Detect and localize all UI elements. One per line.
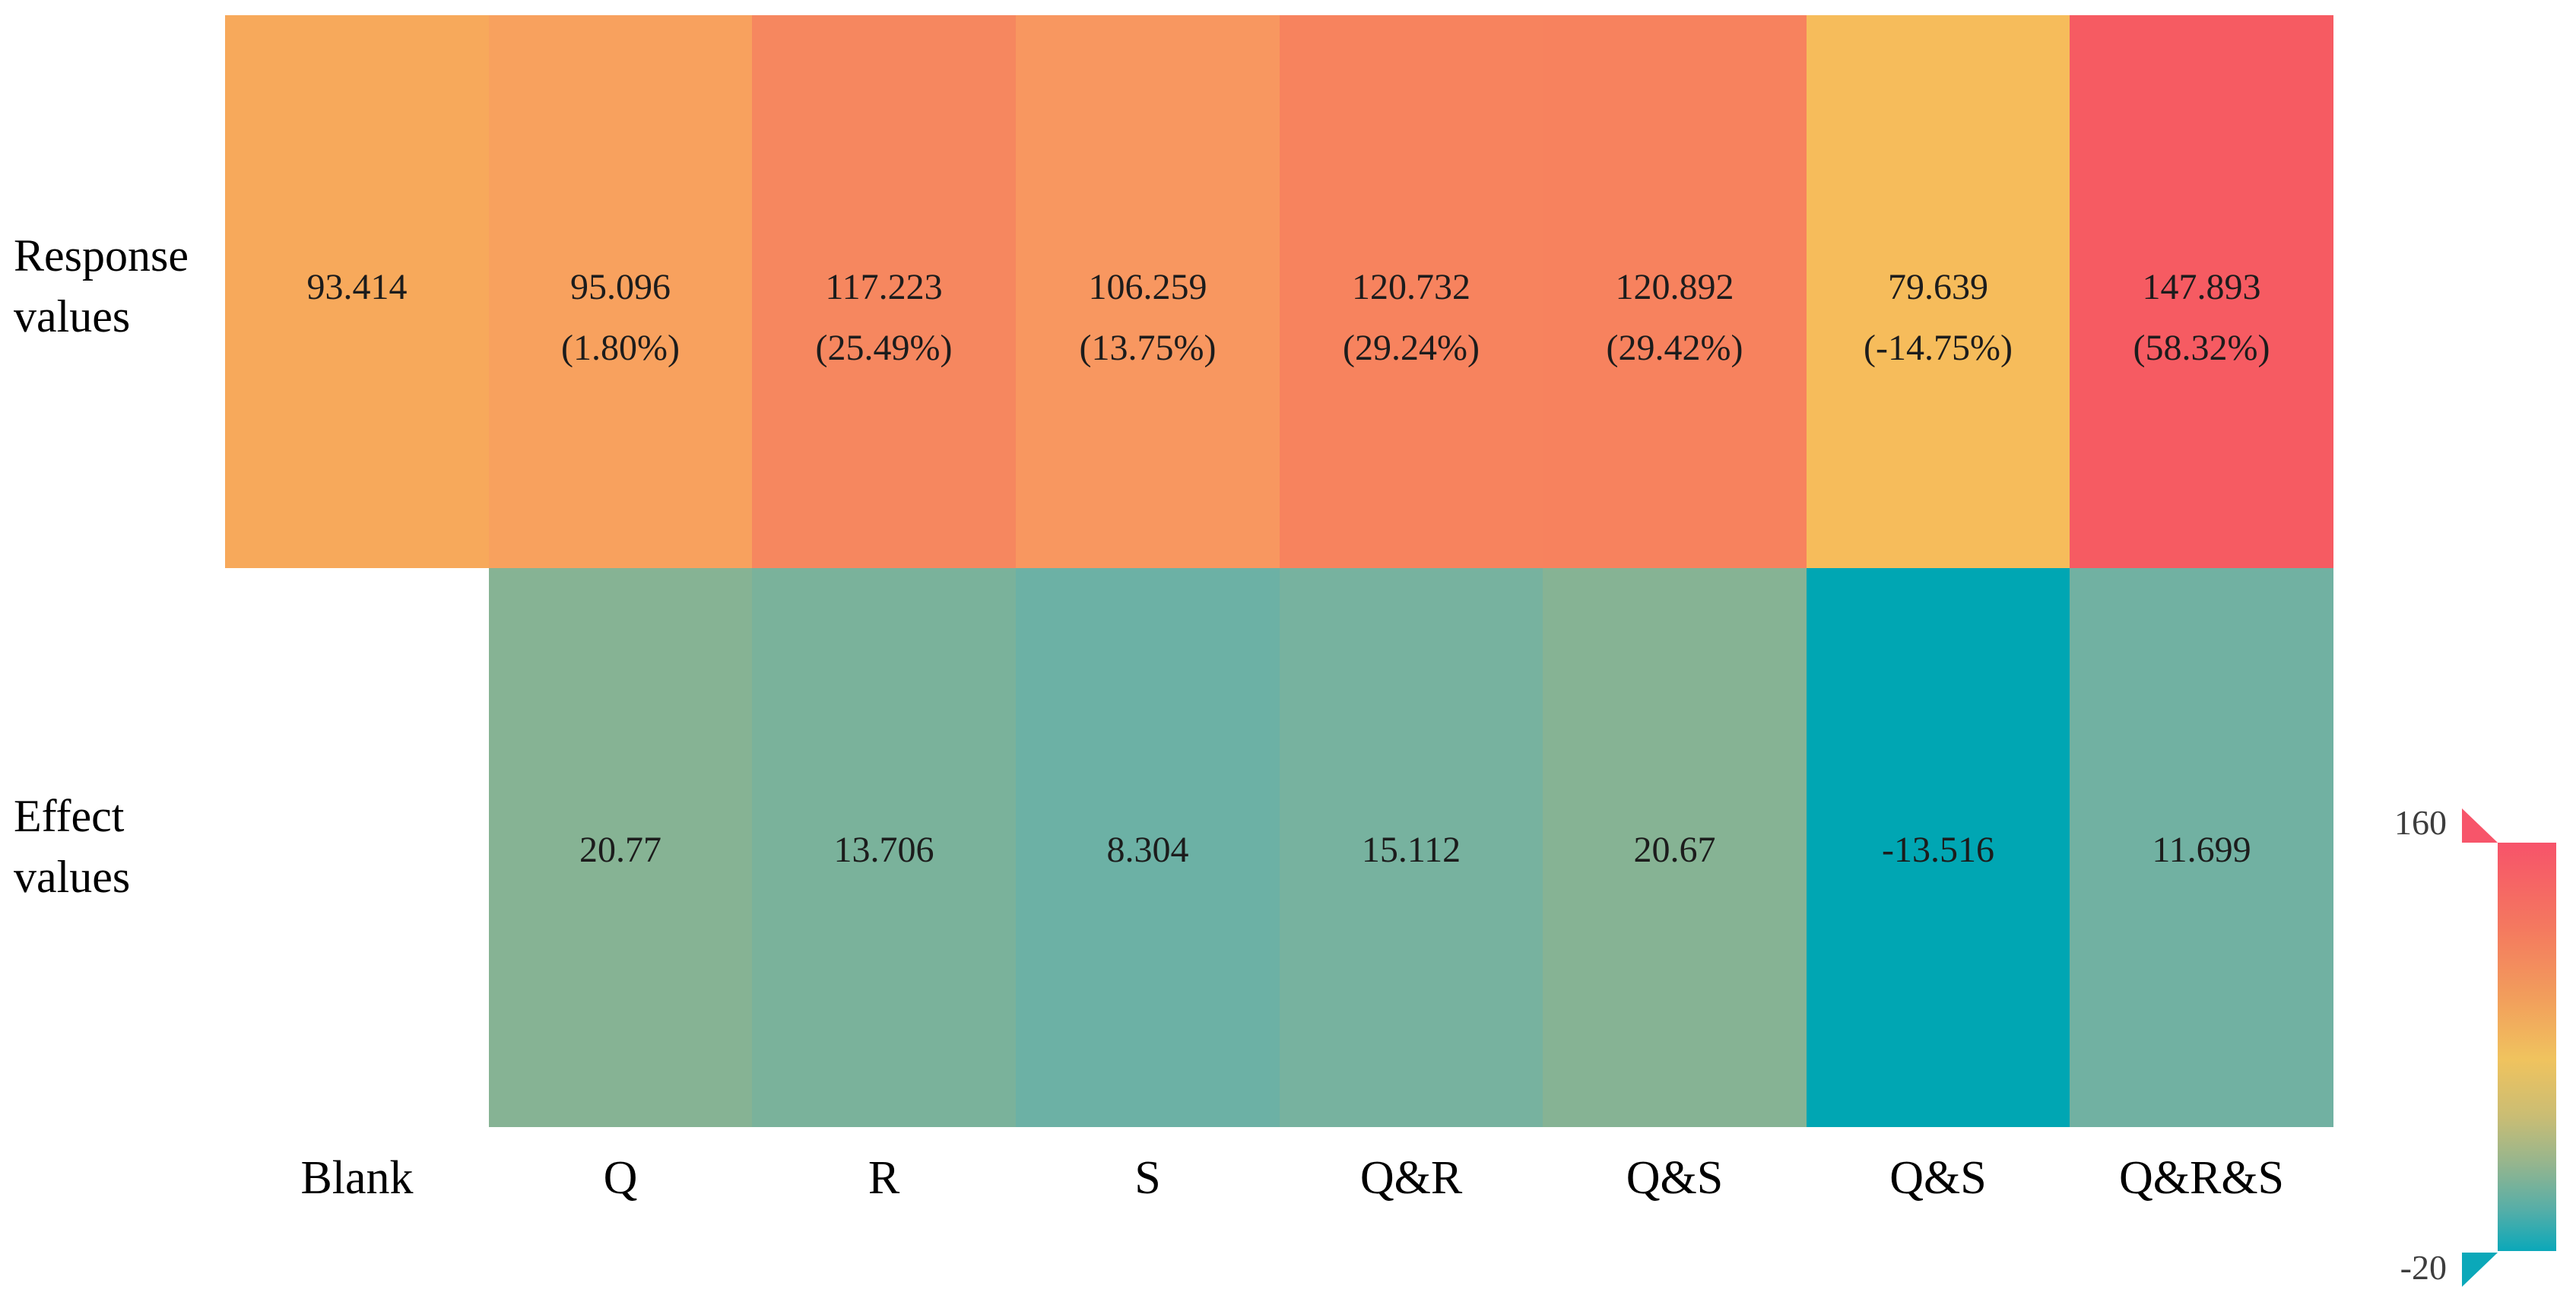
heatmap-cell-effect-4: 15.112 (1280, 568, 1543, 1127)
heatmap-cell-response-4: 120.732 (29.24%) (1280, 15, 1543, 568)
column-label-qands: Q&S (1889, 1152, 1987, 1204)
row-label-effect-values: Effect values (14, 786, 234, 907)
cell-value: 20.77 (579, 830, 661, 870)
column-label-qands: Q&S (1626, 1152, 1724, 1204)
row-label-response-values: Response values (14, 225, 234, 347)
column-label-blank: Blank (300, 1152, 414, 1204)
cell-percent: (29.24%) (1343, 328, 1480, 368)
cell-value: 117.223 (825, 267, 943, 307)
row-label-line: Response (14, 230, 189, 281)
column-label-r: R (868, 1152, 900, 1204)
cell-value: 120.732 (1352, 267, 1470, 307)
colorbar-max-label: 160 (2394, 803, 2447, 842)
cell-value: 11.699 (2152, 830, 2251, 870)
colorbar-gradient (2498, 843, 2556, 1251)
colorbar-max-marker (2462, 808, 2498, 843)
row-label-line: values (14, 291, 131, 341)
cell-value: 93.414 (306, 267, 408, 307)
cell-value: 15.112 (1361, 830, 1461, 870)
cell-value: 79.639 (1888, 267, 1988, 307)
cell-percent: (29.42%) (1606, 328, 1743, 368)
row-label-line: Effect (14, 791, 125, 841)
cell-percent: (1.80%) (561, 328, 680, 368)
heatmap-cell-response-6: 79.639 (-14.75%) (1807, 15, 2070, 568)
row-label-line: values (14, 852, 131, 902)
cell-percent: (25.49%) (815, 328, 953, 368)
heatmap-cell-effect-1: 20.77 (489, 568, 752, 1127)
heatmap-cell-response-7: 147.893 (58.32%) (2070, 15, 2333, 568)
colorbar-min-label: -20 (2400, 1248, 2447, 1287)
colorbar-min-marker (2462, 1253, 2498, 1287)
heatmap-cell-effect-2: 13.706 (752, 568, 1016, 1127)
heatmap-cell-response-5: 120.892 (29.42%) (1543, 15, 1807, 568)
cell-value: 13.706 (833, 830, 934, 870)
cell-percent: (13.75%) (1079, 328, 1217, 368)
heatmap-cell-effect-3: 8.304 (1016, 568, 1280, 1127)
cell-value: 106.259 (1088, 267, 1207, 307)
heatmap-cell-effect-5: 20.67 (1543, 568, 1807, 1127)
column-label-q: Q (603, 1152, 638, 1204)
heatmap-cell-response-3: 106.259 (13.75%) (1016, 15, 1280, 568)
cell-value: 147.893 (2142, 267, 2261, 307)
heatmap-cell-response-2: 117.223 (25.49%) (752, 15, 1016, 568)
cell-value: 8.304 (1106, 830, 1189, 870)
cell-value: -13.516 (1882, 830, 1994, 870)
column-label-qandrands: Q&R&S (2118, 1152, 2285, 1204)
column-label-s: S (1134, 1152, 1161, 1204)
cell-value: 95.096 (570, 267, 671, 307)
heatmap-cell-effect-6: -13.516 (1807, 568, 2070, 1127)
cell-percent: (58.32%) (2133, 328, 2270, 368)
heatmap-cell-response-0: 93.414 (225, 15, 489, 568)
column-label-qandr: Q&R (1359, 1152, 1463, 1204)
cell-value: 20.67 (1633, 830, 1716, 870)
heatmap-cell-effect-7: 11.699 (2070, 568, 2333, 1127)
cell-percent: (-14.75%) (1864, 328, 2013, 368)
heatmap-cell-response-1: 95.096 (1.80%) (489, 15, 752, 568)
cell-value: 120.892 (1615, 267, 1734, 307)
